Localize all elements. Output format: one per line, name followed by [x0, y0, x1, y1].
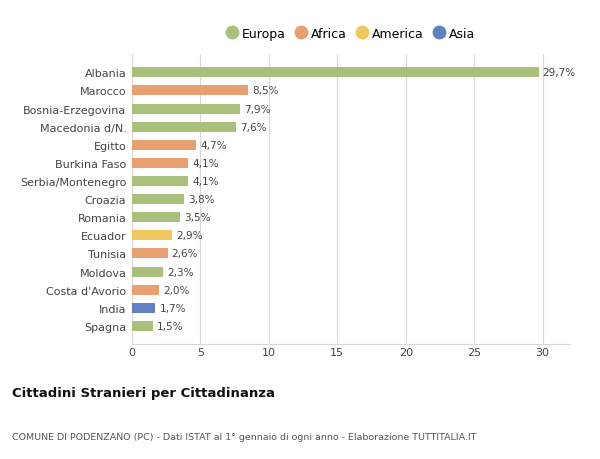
Text: 2,3%: 2,3% [167, 267, 194, 277]
Legend: Europa, Africa, America, Asia: Europa, Africa, America, Asia [222, 23, 480, 46]
Text: 7,6%: 7,6% [240, 123, 266, 132]
Text: 2,0%: 2,0% [163, 285, 190, 295]
Text: 8,5%: 8,5% [253, 86, 279, 96]
Bar [132, 321, 152, 331]
Bar [132, 140, 196, 151]
Text: 3,5%: 3,5% [184, 213, 211, 223]
Text: 3,8%: 3,8% [188, 195, 215, 205]
Bar [132, 267, 163, 277]
Text: 2,9%: 2,9% [176, 231, 202, 241]
Text: 1,5%: 1,5% [157, 321, 183, 331]
Bar [132, 303, 155, 313]
Bar [132, 123, 236, 132]
Text: 2,6%: 2,6% [172, 249, 198, 259]
Text: COMUNE DI PODENZANO (PC) - Dati ISTAT al 1° gennaio di ogni anno - Elaborazione : COMUNE DI PODENZANO (PC) - Dati ISTAT al… [12, 431, 476, 441]
Bar [132, 213, 180, 223]
Bar [132, 285, 160, 295]
Text: Cittadini Stranieri per Cittadinanza: Cittadini Stranieri per Cittadinanza [12, 386, 275, 399]
Bar [132, 195, 184, 205]
Text: 29,7%: 29,7% [542, 68, 576, 78]
Bar [132, 158, 188, 168]
Text: 4,7%: 4,7% [200, 140, 227, 151]
Text: 1,7%: 1,7% [160, 303, 186, 313]
Bar [132, 249, 167, 259]
Text: 4,1%: 4,1% [192, 158, 219, 168]
Bar [132, 86, 248, 96]
Text: 7,9%: 7,9% [244, 104, 271, 114]
Text: 4,1%: 4,1% [192, 177, 219, 187]
Bar [132, 68, 539, 78]
Bar [132, 231, 172, 241]
Bar [132, 177, 188, 186]
Bar [132, 104, 240, 114]
